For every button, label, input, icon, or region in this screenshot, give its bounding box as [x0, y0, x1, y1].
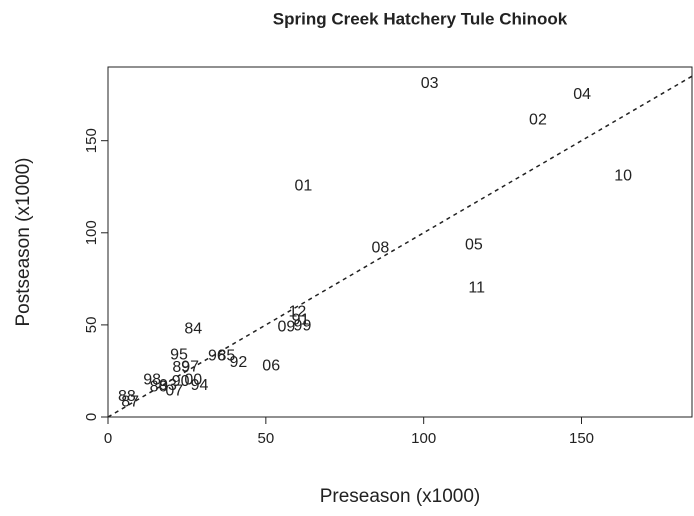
x-axis-label: Preseason (x1000) [320, 486, 481, 507]
x-tick-label: 50 [257, 430, 274, 447]
point-label: 90 [172, 373, 190, 390]
y-tick-label: 50 [83, 317, 100, 334]
point-label: 05 [465, 237, 483, 254]
point-label: 03 [421, 75, 439, 92]
point-label: 07 [165, 382, 183, 399]
point-label: 02 [529, 112, 547, 129]
point-label: 09 [277, 318, 295, 335]
point-label: 96 [208, 347, 226, 364]
point-label: 00 [184, 371, 202, 388]
point-label: 11 [468, 279, 485, 296]
point-label: 97 [181, 358, 199, 375]
point-label: 87 [121, 393, 139, 410]
point-label: 94 [191, 377, 209, 394]
point-label: 01 [295, 178, 313, 195]
point-label: 89 [172, 359, 190, 376]
point-label: 99 [294, 317, 312, 334]
point-label: 85 [217, 347, 235, 364]
plot-frame [107, 66, 693, 418]
point-label: 92 [229, 354, 247, 371]
y-tick-label: 150 [83, 128, 100, 153]
y-tick-label: 100 [83, 220, 100, 245]
point-label: 98 [143, 371, 161, 388]
point-label: 06 [262, 357, 280, 374]
x-tick-label: 150 [569, 430, 594, 447]
point-label: 86 [150, 379, 168, 396]
point-label: 93 [159, 377, 177, 394]
point-label: 10 [614, 168, 632, 185]
x-tick-label: 100 [411, 430, 436, 447]
y-tick-label: 0 [83, 413, 100, 421]
x-tick-label: 0 [104, 430, 112, 447]
point-label: 08 [372, 239, 390, 256]
point-label: 91 [292, 311, 310, 328]
y-axis-label: Postseason (x1000) [13, 158, 34, 327]
chart-title: Spring Creek Hatchery Tule Chinook [273, 9, 568, 28]
point-label: 84 [184, 320, 202, 337]
point-label: 95 [170, 346, 188, 363]
point-label: 04 [573, 86, 591, 103]
identity-line [107, 75, 693, 418]
point-label: 12 [289, 303, 307, 320]
point-label: 88 [118, 388, 136, 405]
